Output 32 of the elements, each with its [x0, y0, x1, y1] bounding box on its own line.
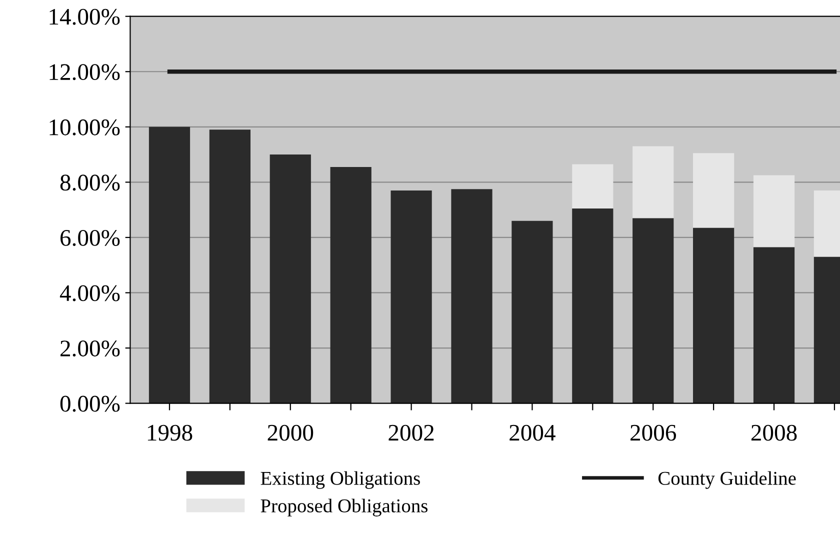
bar	[693, 153, 734, 228]
x-tick-label: 1998	[148, 424, 192, 441]
y-tick-label: 12.00%	[50, 64, 120, 80]
x-tick-label: 2008	[751, 424, 797, 441]
bar	[330, 166, 372, 404]
bar	[632, 218, 674, 404]
y-tick-label: 6.00%	[60, 230, 120, 246]
bar	[451, 189, 492, 404]
y-tick-label: 4.00%	[60, 285, 120, 302]
x-tick-label: 2004	[510, 424, 556, 441]
bar	[632, 146, 674, 218]
legend-label: Existing Obligations	[260, 471, 420, 489]
bar	[753, 175, 795, 248]
bar	[753, 247, 795, 404]
bar	[693, 228, 734, 404]
legend-label: Proposed Obligations	[260, 498, 428, 516]
y-tick-label: 2.00%	[60, 340, 120, 357]
y-tick-label: 14.00%	[50, 8, 120, 25]
y-tick-label: 8.00%	[60, 174, 120, 191]
bar	[390, 190, 432, 404]
bar	[512, 220, 553, 404]
bar	[572, 208, 614, 404]
x-tick-label: 2002	[388, 424, 434, 441]
bar	[148, 126, 190, 404]
legend-label: County Guideline	[658, 471, 796, 489]
x-tick-label: 2000	[268, 424, 314, 441]
y-tick-label: 0.00%	[60, 396, 120, 412]
x-tick-label: 2006	[630, 424, 676, 441]
y-tick-label: 10.00%	[50, 119, 120, 136]
bar	[270, 154, 311, 404]
bar	[209, 130, 250, 404]
bar	[572, 164, 614, 208]
